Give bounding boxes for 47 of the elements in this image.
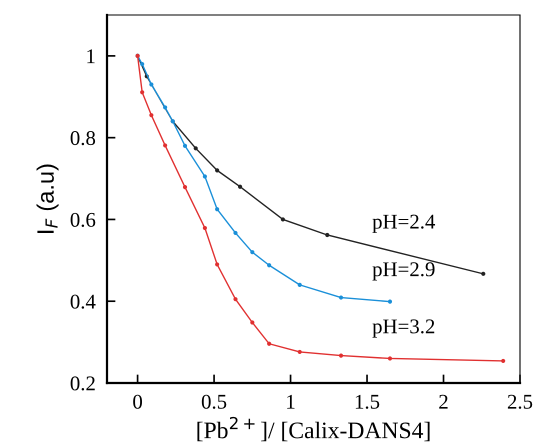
point bbox=[298, 350, 302, 354]
point bbox=[182, 144, 188, 148]
point bbox=[202, 174, 207, 179]
x-tick-label: 0.5 bbox=[202, 394, 226, 409]
point bbox=[202, 226, 207, 230]
x-tick-label: 2.5 bbox=[508, 394, 532, 409]
point bbox=[388, 300, 392, 304]
point bbox=[140, 90, 144, 94]
series-label: pH=3.2 bbox=[372, 319, 434, 338]
point bbox=[298, 282, 302, 287]
point bbox=[194, 146, 198, 150]
point bbox=[233, 230, 238, 236]
point bbox=[501, 358, 506, 364]
y-tick-label: 0.8 bbox=[70, 131, 96, 146]
point bbox=[163, 143, 168, 148]
series-label: pH=2.4 bbox=[372, 214, 436, 233]
point bbox=[215, 168, 220, 172]
point bbox=[149, 113, 154, 118]
point bbox=[215, 207, 220, 212]
y-tick-label: 1 bbox=[87, 49, 95, 64]
point bbox=[140, 62, 144, 66]
x-tick-label: 1.5 bbox=[356, 394, 380, 409]
point bbox=[280, 217, 285, 222]
y-tick-label: 0.4 bbox=[70, 294, 96, 309]
point bbox=[215, 262, 220, 267]
point bbox=[250, 320, 254, 325]
y-tick-label: 0.2 bbox=[70, 376, 95, 391]
x-tick-label: 2 bbox=[439, 394, 448, 409]
x-tick-label: 0 bbox=[133, 394, 142, 409]
point bbox=[149, 82, 154, 87]
point bbox=[388, 356, 392, 361]
y-tick-label: 0.6 bbox=[70, 212, 96, 227]
point bbox=[325, 232, 330, 238]
point bbox=[338, 295, 344, 300]
point bbox=[238, 184, 242, 189]
point bbox=[267, 263, 272, 268]
point bbox=[163, 105, 168, 110]
point bbox=[250, 250, 254, 254]
x-axis-title: [Pb$^{2+}$]/ [Calix-DANS4] bbox=[197, 416, 430, 442]
y-axis-title: I$_{F}$ (a.u) bbox=[36, 164, 59, 233]
point bbox=[267, 342, 272, 346]
point bbox=[481, 272, 486, 276]
point bbox=[182, 185, 188, 190]
x-tick-label: 1 bbox=[287, 394, 295, 409]
point bbox=[338, 354, 344, 358]
point bbox=[233, 297, 238, 302]
series-label: pH=2.9 bbox=[372, 262, 435, 281]
